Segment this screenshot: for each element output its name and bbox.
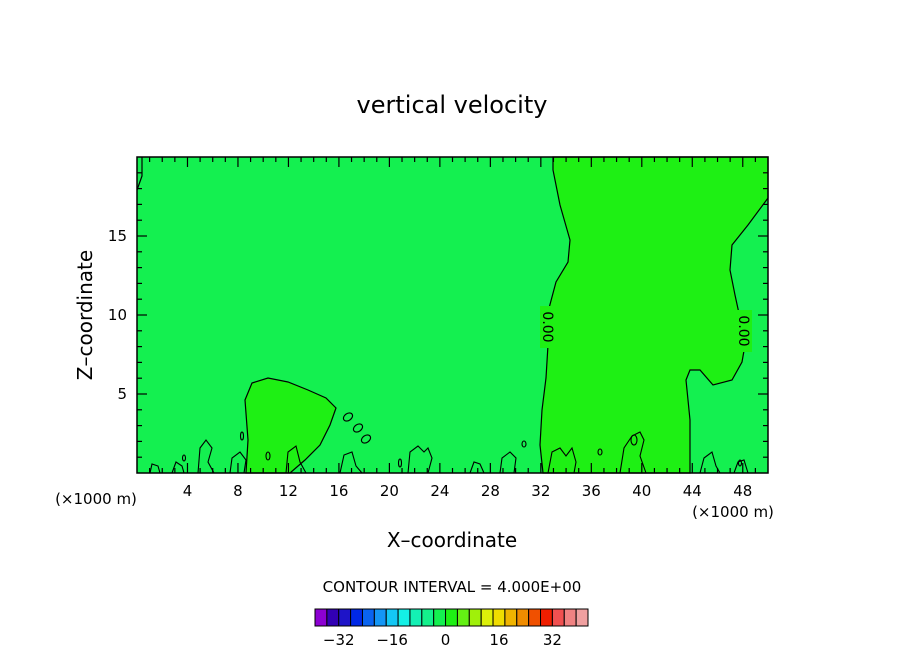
x-tick-label: 44 bbox=[683, 482, 702, 500]
colorbar-swatch bbox=[528, 608, 542, 627]
colorbar-swatch bbox=[397, 608, 411, 627]
x-tick-label: 20 bbox=[380, 482, 399, 500]
x-tick-label: 16 bbox=[329, 482, 348, 500]
colorbar-tick-label: −16 bbox=[376, 631, 408, 649]
colorbar-swatch bbox=[540, 608, 553, 627]
x-tick-label: 48 bbox=[733, 482, 752, 500]
colorbar-swatch bbox=[385, 608, 399, 627]
x-tick-label: 32 bbox=[531, 482, 550, 500]
colorbar-tick-label: 16 bbox=[489, 631, 508, 649]
colorbar-swatch bbox=[468, 608, 482, 627]
colorbar-swatch bbox=[326, 608, 340, 627]
x-tick-label: 36 bbox=[582, 482, 601, 500]
colorbar-swatch bbox=[433, 608, 447, 627]
colorbar-swatch bbox=[551, 608, 565, 627]
x-tick-label: 40 bbox=[632, 482, 651, 500]
colorbar-swatch bbox=[338, 608, 352, 627]
small-contours bbox=[149, 412, 749, 474]
colorbar-labels: −32 −16 0 16 32 bbox=[323, 631, 562, 649]
y-tick-label: 15 bbox=[108, 227, 127, 245]
x-tick-label: 8 bbox=[233, 482, 243, 500]
colorbar-swatch bbox=[314, 608, 328, 627]
y-tick-label: 10 bbox=[108, 306, 127, 324]
x-tick-label: 28 bbox=[481, 482, 500, 500]
x-tick-label: 4 bbox=[183, 482, 193, 500]
z-unit-label: (×1000 m) bbox=[692, 503, 774, 521]
colorbar-swatch bbox=[421, 608, 435, 627]
colorbar-swatch bbox=[361, 608, 375, 627]
colorbar-swatch bbox=[563, 608, 577, 627]
y-tick-label: 5 bbox=[117, 385, 127, 403]
colorbar-tick-label: −32 bbox=[323, 631, 355, 649]
y-axis-title: Z–coordinate bbox=[73, 250, 97, 380]
colorbar-swatch bbox=[492, 608, 506, 627]
contour-label: 0.00 bbox=[735, 315, 751, 346]
positive-region bbox=[244, 377, 337, 474]
contour-interval-label: CONTOUR INTERVAL = 4.000E+00 bbox=[323, 578, 582, 596]
colorbar-swatch bbox=[516, 608, 530, 627]
y-axis: 5 10 15 bbox=[108, 172, 768, 458]
colorbar-swatch bbox=[480, 608, 494, 627]
contour-label: 0.00 bbox=[539, 311, 555, 342]
colorbar-swatch bbox=[456, 608, 470, 627]
x-axis-title: X–coordinate bbox=[387, 528, 517, 552]
colorbar-swatch bbox=[575, 608, 589, 627]
colorbar-tick-label: 0 bbox=[441, 631, 451, 649]
positive-region bbox=[539, 156, 769, 474]
plot-area: 0.00 0.00 bbox=[136, 156, 769, 474]
colorbar bbox=[314, 608, 589, 627]
x-tick-label: 24 bbox=[430, 482, 449, 500]
x-unit-label: (×1000 m) bbox=[55, 490, 137, 508]
colorbar-swatch bbox=[373, 608, 387, 627]
colorbar-swatch bbox=[504, 608, 518, 627]
contour-line bbox=[136, 157, 143, 191]
colorbar-swatch bbox=[445, 608, 458, 627]
contour-labels: 0.00 0.00 bbox=[539, 306, 752, 352]
x-tick-label: 12 bbox=[279, 482, 298, 500]
chart-title: vertical velocity bbox=[357, 91, 548, 119]
colorbar-swatch bbox=[350, 608, 363, 627]
x-axis: 4 8 12 16 20 24 28 32 36 40 44 48 bbox=[149, 157, 756, 500]
colorbar-tick-label: 32 bbox=[543, 631, 562, 649]
colorbar-swatch bbox=[409, 608, 423, 627]
